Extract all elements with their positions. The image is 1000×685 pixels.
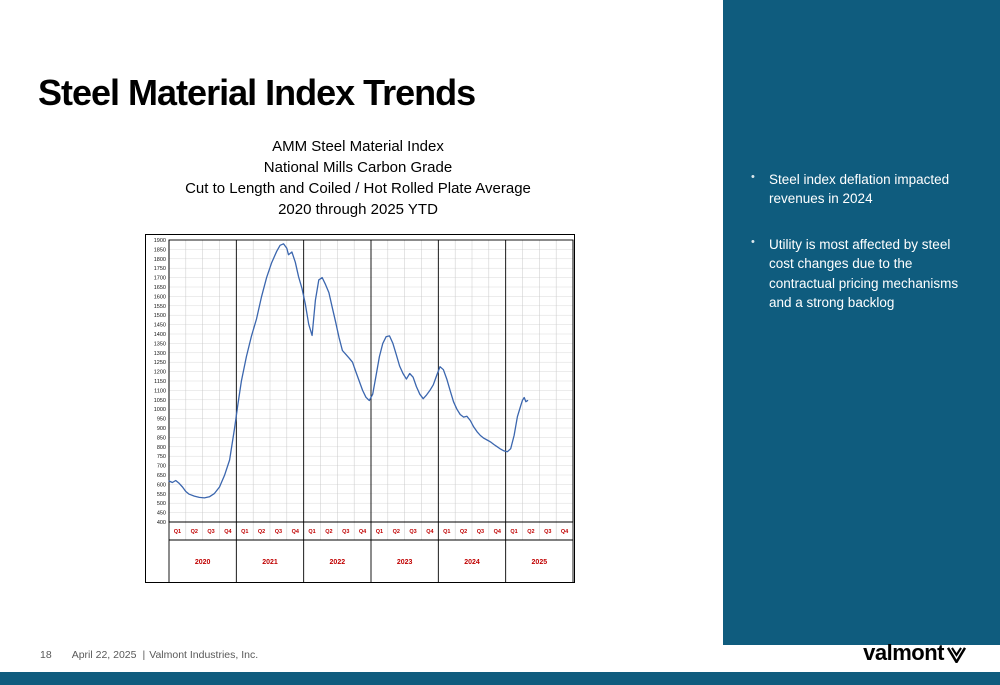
- svg-text:Q1: Q1: [510, 529, 517, 535]
- svg-text:1700: 1700: [154, 276, 166, 282]
- sidebar-bullet-list: Steel index deflation impacted revenues …: [749, 170, 970, 312]
- page-number: 18: [40, 649, 52, 661]
- svg-text:Q1: Q1: [174, 529, 181, 535]
- svg-text:2023: 2023: [397, 559, 413, 566]
- svg-text:Q4: Q4: [494, 529, 502, 535]
- svg-text:Q1: Q1: [241, 529, 248, 535]
- svg-text:Q3: Q3: [207, 529, 214, 535]
- svg-text:600: 600: [157, 482, 166, 488]
- bullet-item: Utility is most affected by steel cost c…: [749, 235, 970, 312]
- svg-text:1850: 1850: [154, 247, 166, 253]
- svg-text:750: 750: [157, 454, 166, 460]
- svg-text:2024: 2024: [464, 559, 480, 566]
- svg-text:1300: 1300: [154, 351, 166, 357]
- valmont-wordmark: valmont: [863, 640, 944, 665]
- svg-text:Q1: Q1: [376, 529, 383, 535]
- svg-text:1800: 1800: [154, 257, 166, 263]
- svg-text:Q2: Q2: [527, 529, 534, 535]
- svg-text:1000: 1000: [154, 407, 166, 413]
- svg-text:Q3: Q3: [409, 529, 416, 535]
- svg-text:1550: 1550: [154, 304, 166, 310]
- svg-text:1450: 1450: [154, 323, 166, 329]
- svg-text:550: 550: [157, 492, 166, 498]
- footer-separator: |: [142, 649, 146, 661]
- svg-text:Q4: Q4: [561, 529, 569, 535]
- svg-text:800: 800: [157, 445, 166, 451]
- svg-text:Q2: Q2: [191, 529, 198, 535]
- svg-text:950: 950: [157, 417, 166, 423]
- svg-text:2022: 2022: [330, 559, 346, 566]
- svg-text:Q3: Q3: [342, 529, 349, 535]
- svg-text:Q3: Q3: [544, 529, 551, 535]
- svg-text:900: 900: [157, 426, 166, 432]
- svg-text:Q1: Q1: [308, 529, 315, 535]
- svg-text:Q4: Q4: [292, 529, 300, 535]
- svg-text:500: 500: [157, 501, 166, 507]
- svg-text:Q4: Q4: [359, 529, 367, 535]
- svg-text:1500: 1500: [154, 313, 166, 319]
- svg-text:Q3: Q3: [275, 529, 282, 535]
- footer-date: April 22, 2025: [71, 649, 137, 661]
- svg-text:Q2: Q2: [258, 529, 265, 535]
- svg-text:1150: 1150: [154, 379, 166, 385]
- chart-title-line-4: 2020 through 2025 YTD: [278, 201, 438, 218]
- steel-index-chart-svg: 400 450 500 550 600 650 700 750 800 850 900 950 1000…: [145, 234, 575, 583]
- svg-text:Q2: Q2: [460, 529, 467, 535]
- bullet-item: Steel index deflation impacted revenues …: [749, 170, 970, 208]
- svg-text:Q3: Q3: [477, 529, 484, 535]
- svg-text:Q1: Q1: [443, 529, 450, 535]
- svg-text:1350: 1350: [154, 341, 166, 347]
- svg-text:2025: 2025: [532, 559, 548, 566]
- svg-text:1050: 1050: [154, 398, 166, 404]
- footer-company: Valmont Industries, Inc.: [149, 649, 259, 661]
- svg-text:Q2: Q2: [325, 529, 332, 535]
- svg-text:700: 700: [157, 464, 166, 470]
- svg-text:650: 650: [157, 473, 166, 479]
- chart-title-line-3: Cut to Length and Coiled / Hot Rolled Pl…: [185, 180, 531, 197]
- svg-text:1250: 1250: [154, 360, 166, 366]
- svg-text:1400: 1400: [154, 332, 166, 338]
- svg-text:850: 850: [157, 435, 166, 441]
- svg-text:1750: 1750: [154, 266, 166, 272]
- svg-text:Q2: Q2: [393, 529, 400, 535]
- svg-text:1650: 1650: [154, 285, 166, 291]
- svg-text:Q4: Q4: [224, 529, 232, 535]
- sidebar: Steel index deflation impacted revenues …: [723, 0, 1000, 645]
- chart-title-line-2: National Mills Carbon Grade: [263, 159, 453, 176]
- chart-title-line-1: AMM Steel Material Index: [272, 138, 444, 155]
- svg-text:1200: 1200: [154, 370, 166, 376]
- svg-text:2021: 2021: [262, 559, 278, 566]
- valmont-v-icon: [947, 646, 966, 663]
- svg-text:2020: 2020: [195, 559, 211, 566]
- svg-text:1100: 1100: [154, 388, 166, 394]
- svg-text:450: 450: [157, 511, 166, 517]
- chart-title-block: AMM Steel Material Index National Mills …: [118, 136, 598, 220]
- bottom-accent-bar: [0, 672, 1000, 685]
- steel-index-chart: 400 450 500 550 600 650 700 750 800 850 900 950 1000…: [145, 234, 575, 583]
- slide-footer: 18 April 22, 2025 | Valmont Industries, Inc…: [40, 649, 258, 661]
- svg-text:1600: 1600: [154, 294, 166, 300]
- svg-text:1900: 1900: [154, 238, 166, 244]
- svg-text:400: 400: [157, 520, 166, 526]
- page-title: Steel Material Index Trends: [38, 72, 476, 114]
- svg-text:Q4: Q4: [426, 529, 434, 535]
- valmont-logo: valmont: [863, 642, 966, 664]
